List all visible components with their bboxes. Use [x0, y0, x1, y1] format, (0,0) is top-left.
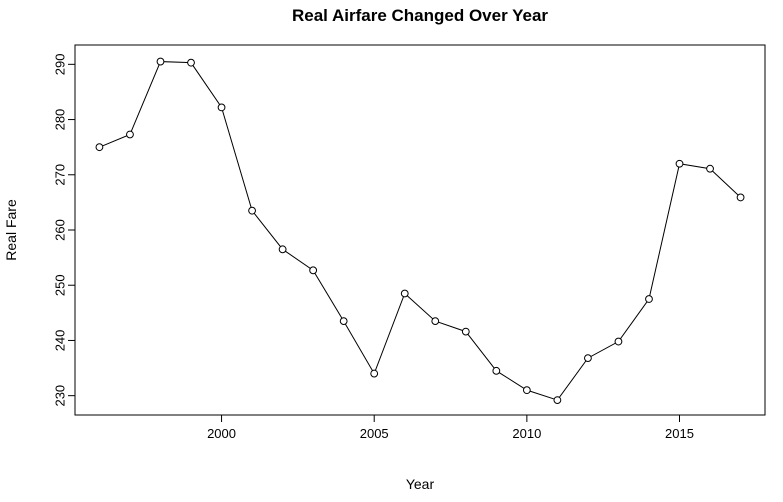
data-point — [461, 327, 470, 336]
data-point — [675, 159, 684, 168]
data-point — [431, 317, 440, 326]
data-point — [187, 58, 195, 67]
x-axis-label: Year — [406, 476, 435, 492]
y-axis: 230 240 250 260 270 280 290 — [52, 53, 76, 407]
data-point — [95, 143, 104, 152]
x-tick-label: 2010 — [512, 426, 541, 441]
data-point — [339, 317, 348, 326]
y-tick-label: 250 — [52, 274, 67, 296]
y-tick-label: 240 — [52, 330, 67, 352]
data-point — [278, 245, 287, 254]
data-point — [309, 266, 318, 275]
y-axis-label: Real Fare — [3, 199, 19, 261]
data-series — [95, 57, 745, 404]
data-point — [706, 164, 714, 173]
y-tick-label: 230 — [52, 385, 67, 407]
x-tick-label: 2015 — [665, 426, 694, 441]
y-tick-label: 270 — [52, 164, 67, 186]
x-axis: 2000 2005 2010 2015 — [207, 414, 694, 441]
plot-frame — [74, 44, 766, 416]
data-point — [522, 386, 531, 395]
data-point — [126, 130, 134, 139]
data-point — [492, 366, 501, 375]
data-point — [614, 337, 623, 346]
data-point — [156, 57, 165, 66]
data-point — [736, 193, 745, 202]
y-tick-label: 280 — [52, 109, 67, 131]
data-point — [248, 206, 256, 215]
y-tick-label: 260 — [52, 219, 67, 241]
series-line — [99, 61, 741, 401]
data-point — [217, 103, 226, 112]
data-point — [553, 396, 562, 404]
chart-title: Real Airfare Changed Over Year — [292, 6, 548, 25]
data-point — [584, 354, 592, 363]
x-tick-label: 2005 — [360, 426, 389, 441]
y-tick-label: 290 — [52, 53, 67, 75]
x-tick-label: 2000 — [207, 426, 236, 441]
data-point — [400, 289, 409, 298]
data-point — [370, 369, 379, 378]
data-point — [645, 295, 653, 303]
